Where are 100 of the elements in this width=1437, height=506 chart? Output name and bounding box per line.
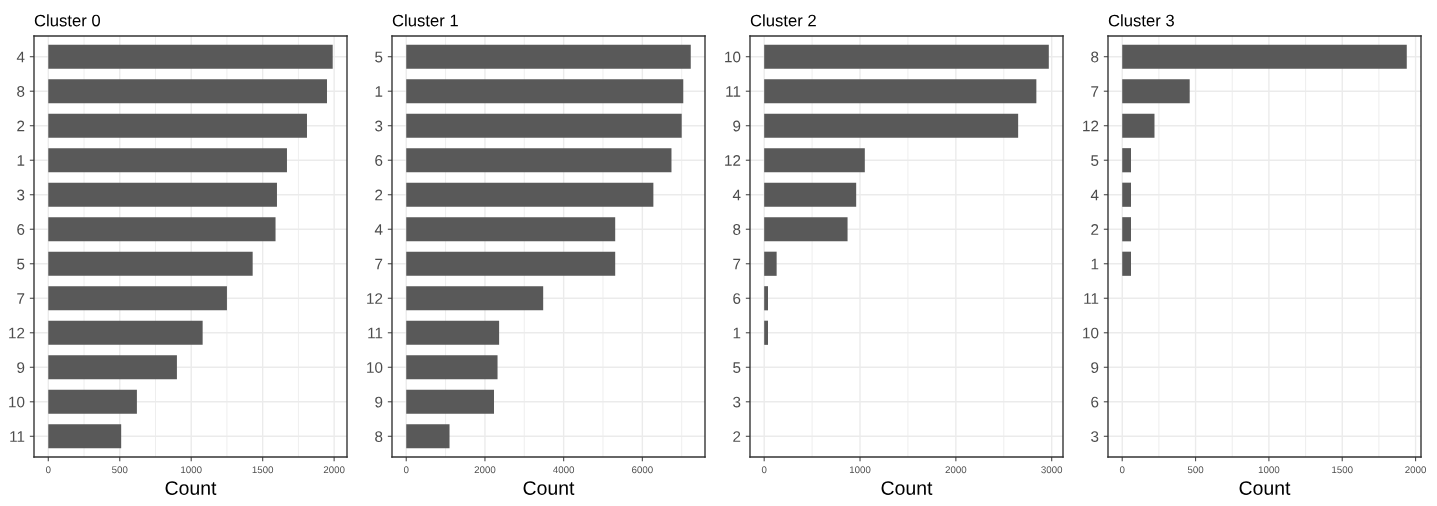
x-axis-title: Count: [523, 481, 575, 495]
y-tick-label: 11: [10, 431, 25, 442]
y-tick-label: 12: [725, 155, 741, 166]
bar: [764, 320, 769, 345]
bar: [406, 251, 616, 276]
bar: [1122, 182, 1132, 207]
x-tick-label: 1000: [181, 466, 202, 474]
x-tick-label: 1000: [849, 466, 871, 474]
y-tick-label: 9: [1091, 362, 1099, 373]
bar: [48, 148, 287, 173]
y-tick-label: 7: [733, 258, 741, 270]
y-tick-label: 1: [375, 86, 383, 97]
x-tick-label: 2000: [323, 466, 345, 474]
bar: [1122, 44, 1407, 69]
x-tick-label: 4000: [553, 466, 575, 474]
y-tick-label: 1: [733, 327, 741, 339]
bar: [1122, 113, 1155, 138]
y-tick-label: 8: [733, 224, 741, 235]
bar: [764, 148, 865, 173]
y-tick-label: 7: [17, 293, 25, 304]
x-axis-title: Count: [1239, 481, 1291, 495]
bar: [406, 320, 500, 345]
y-tick-label: 2: [733, 431, 741, 442]
y-tick-label: 7: [1091, 86, 1099, 97]
y-tick-label: 2: [1091, 224, 1099, 235]
y-tick-label: 6: [17, 224, 25, 235]
x-tick-label: 1000: [1258, 466, 1280, 474]
y-tick-label: 4: [1090, 189, 1099, 201]
y-tick-label: 11: [368, 327, 383, 339]
y-tick-label: 3: [375, 120, 383, 132]
bar: [406, 148, 672, 173]
bar: [1122, 217, 1132, 242]
y-tick-label: 11: [1084, 293, 1099, 304]
y-tick-label: 10: [367, 362, 383, 373]
x-tick-label: 500: [1187, 466, 1204, 474]
y-tick-label: 5: [1091, 155, 1099, 166]
x-tick-label: 2000: [945, 466, 967, 474]
x-tick-label: 1500: [252, 466, 274, 474]
bar: [406, 182, 654, 207]
x-tick-label: 500: [112, 466, 128, 474]
y-tick-label: 9: [17, 362, 25, 373]
x-tick-label: 2000: [1405, 466, 1427, 474]
y-tick-label: 12: [1083, 120, 1099, 132]
x-tick-label: 0: [761, 466, 767, 474]
y-tick-label: 8: [375, 431, 383, 442]
y-tick-label: 2: [375, 189, 383, 201]
y-tick-label: 6: [1091, 396, 1099, 408]
y-tick-label: 10: [1083, 327, 1099, 339]
bar: [48, 182, 277, 207]
x-axis-title: Count: [165, 481, 217, 495]
x-tick-label: 6000: [632, 466, 653, 474]
y-tick-label: 3: [17, 189, 25, 201]
chart-title: Cluster 2: [750, 14, 816, 27]
bar: [48, 113, 307, 138]
y-tick-label: 5: [375, 51, 383, 63]
chart-title: Cluster 3: [1108, 14, 1174, 27]
chart-title: Cluster 1: [392, 14, 458, 27]
bar: [48, 44, 333, 69]
bar: [406, 44, 691, 69]
bar: [1122, 79, 1190, 104]
y-tick-label: 4: [732, 189, 741, 201]
y-tick-label: 3: [733, 396, 741, 408]
bar: [764, 79, 1037, 104]
y-tick-label: 5: [733, 362, 741, 373]
bar: [48, 286, 227, 311]
bar: [764, 286, 769, 311]
bar: [48, 389, 137, 414]
y-tick-label: 8: [17, 86, 25, 97]
y-tick-label: 11: [726, 86, 741, 97]
x-tick-label: 0: [1119, 466, 1125, 474]
bar: [764, 44, 1049, 69]
y-tick-label: 4: [374, 224, 383, 235]
y-tick-label: 6: [375, 155, 383, 166]
y-tick-label: 10: [9, 396, 25, 408]
y-tick-label: 12: [9, 327, 25, 339]
y-tick-label: 10: [725, 51, 741, 63]
bar: [406, 389, 494, 414]
bar: [48, 355, 177, 380]
bar: [406, 217, 616, 242]
y-tick-label: 3: [1091, 431, 1099, 442]
y-tick-label: 2: [17, 120, 25, 132]
y-tick-label: 9: [733, 120, 741, 132]
y-tick-label: 9: [375, 396, 383, 408]
bar: [48, 79, 327, 104]
y-tick-label: 6: [733, 293, 741, 304]
y-tick-label: 1: [17, 155, 25, 166]
y-tick-label: 4: [16, 51, 25, 63]
x-tick-label: 2000: [474, 466, 496, 474]
chart-title: Cluster 0: [34, 14, 101, 27]
x-tick-label: 3000: [1041, 466, 1063, 474]
x-tick-label: 0: [45, 466, 51, 474]
bar: [406, 424, 450, 449]
y-tick-label: 5: [17, 258, 25, 270]
y-tick-label: 7: [375, 258, 383, 270]
bar: [1122, 251, 1132, 276]
bar: [48, 217, 276, 242]
x-tick-label: 0: [403, 466, 409, 474]
y-tick-label: 1: [1091, 258, 1099, 270]
bar: [1122, 148, 1132, 173]
bar: [48, 424, 122, 449]
